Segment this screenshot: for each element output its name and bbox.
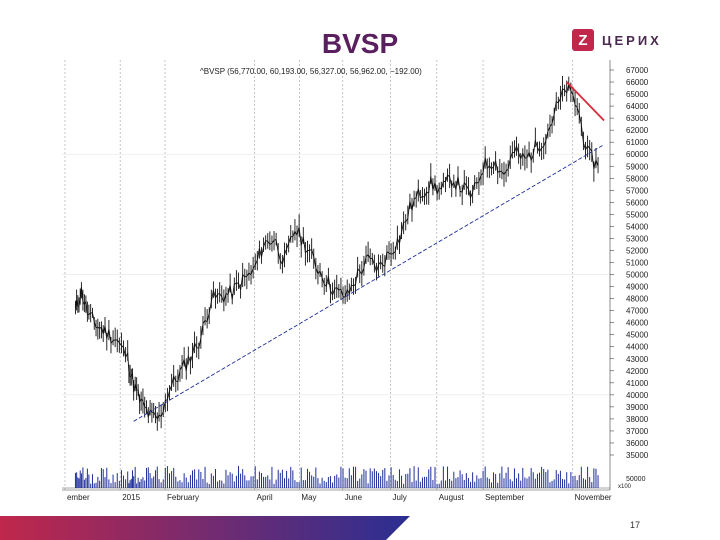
chart-legend-text: ^BVSP (56,770.00, 60,193.00, 56,327.00, …: [200, 67, 422, 76]
y-tick-label: 64000: [626, 102, 649, 111]
slide-title: BVSP: [321, 28, 399, 59]
y-tick-label: 51000: [626, 259, 649, 268]
y-tick-label: 46000: [626, 319, 649, 328]
y-tick-label: 45000: [626, 331, 649, 340]
bvsp-price-chart: 67000 66000 65000 64000 63000 62000 61000 60000…: [62, 60, 649, 502]
volume-axis-label: 50000: [626, 476, 646, 483]
y-tick-label: 60000: [626, 150, 649, 159]
y-tick-label: 67000: [626, 66, 649, 75]
y-tick-label: 55000: [626, 210, 649, 219]
y-tick-label: 52000: [626, 246, 649, 255]
trend-lines: [133, 81, 605, 422]
volume-unit-label: x100: [618, 484, 632, 490]
price-line: [74, 82, 599, 420]
y-tick-label: 50000: [626, 271, 649, 280]
x-tick-label: June: [345, 493, 363, 502]
x-tick-label: November: [575, 493, 612, 502]
x-tick-label: ember: [67, 493, 90, 502]
y-tick-label: 39000: [626, 403, 649, 412]
y-tick-label: 57000: [626, 186, 649, 195]
price-series: [74, 76, 599, 431]
y-tick-label: 41000: [626, 379, 649, 388]
company-logo: Z ЦЕРИХ: [572, 28, 662, 52]
y-tick-label: 49000: [626, 283, 649, 292]
page-number: 17: [629, 520, 640, 530]
x-tick-label: July: [393, 493, 407, 502]
x-tick-label: September: [485, 493, 524, 502]
y-tick-label: 35000: [626, 451, 649, 460]
y-tick-label: 66000: [626, 78, 649, 87]
resistance-trend-line: [566, 81, 605, 122]
y-tick-label: 37000: [626, 427, 649, 436]
y-tick-label: 44000: [626, 343, 649, 352]
x-tick-label: April: [257, 493, 273, 502]
y-tick-label: 38000: [626, 415, 649, 424]
y-tick-label: 63000: [626, 114, 649, 123]
y-tick-label: 42000: [626, 367, 649, 376]
y-tick-label: 53000: [626, 234, 649, 243]
chart-axes: 67000 66000 65000 64000 63000 62000 61000 60000…: [62, 60, 649, 502]
y-tick-label: 43000: [626, 355, 649, 364]
y-tick-label: 36000: [626, 439, 649, 448]
x-tick-label: August: [439, 493, 465, 502]
y-tick-label: 40000: [626, 391, 649, 400]
y-tick-label: 58000: [626, 174, 649, 183]
y-tick-label: 56000: [626, 198, 649, 207]
logo-text: ЦЕРИХ: [602, 32, 662, 48]
x-tick-label: 2015: [122, 493, 140, 502]
y-tick-label: 54000: [626, 222, 649, 231]
zerich-logo-icon: Z: [572, 29, 594, 51]
support-trend-line: [133, 144, 605, 422]
volume-bars: [62, 466, 610, 489]
footer-band: [0, 516, 410, 540]
y-tick-label: 47000: [626, 307, 649, 316]
y-tick-label: 62000: [626, 126, 649, 135]
y-tick-label: 48000: [626, 295, 649, 304]
x-tick-label: May: [301, 493, 316, 502]
x-tick-label: February: [167, 493, 199, 502]
chart-grid: [62, 60, 610, 490]
y-tick-label: 59000: [626, 162, 649, 171]
y-tick-label: 65000: [626, 90, 649, 99]
y-tick-label: 61000: [626, 138, 649, 147]
